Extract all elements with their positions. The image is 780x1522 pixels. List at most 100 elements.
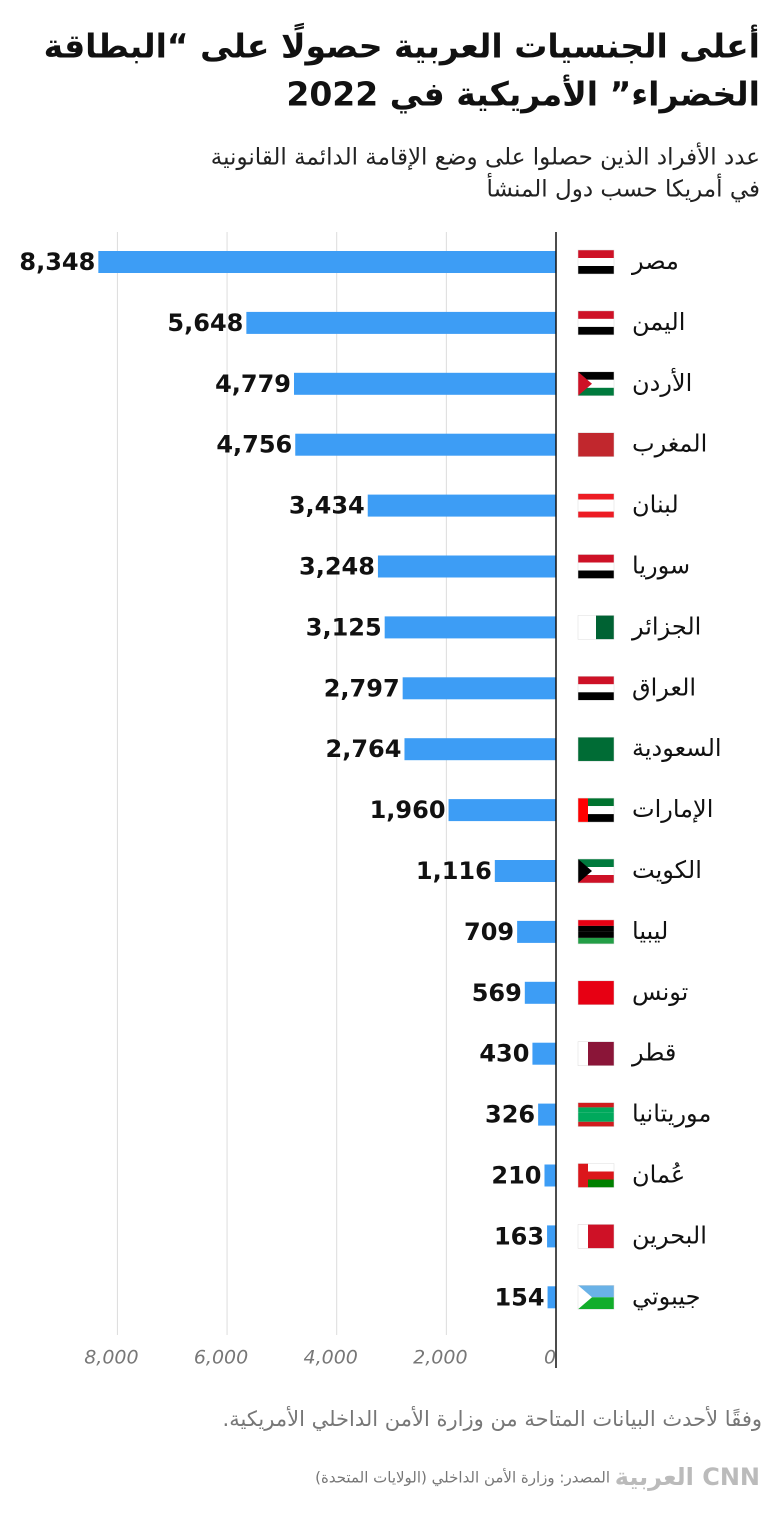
chart-subtitle: في أمريكا حسب دول المنشأ xyxy=(487,173,760,203)
flag-border xyxy=(577,1224,615,1249)
flag-stripe xyxy=(578,867,614,875)
source: المصدر: وزارة الأمن الداخلي (الولايات ال… xyxy=(315,1468,610,1488)
flag-block xyxy=(578,1041,588,1066)
flag xyxy=(577,980,615,1006)
flag-stripe xyxy=(578,326,614,335)
flag-stripe xyxy=(578,1163,614,1172)
flag-stripe xyxy=(578,1102,614,1108)
category-label: العراق xyxy=(632,673,696,701)
chart-title: الخضراء” الأمريكية في 2022 xyxy=(286,74,760,115)
value-label: 569 xyxy=(472,979,522,1007)
flag xyxy=(577,1102,615,1127)
flag-block xyxy=(578,1224,588,1249)
flag-triangle xyxy=(578,859,592,883)
flag xyxy=(577,919,615,945)
flag-border xyxy=(577,371,615,397)
flag-stripe xyxy=(578,615,596,640)
x-tick-label: 8,000 xyxy=(84,1347,138,1369)
flag-stripe xyxy=(578,511,614,518)
flag-stripe xyxy=(578,692,614,701)
value-label: 5,648 xyxy=(167,309,243,337)
flag-stripe xyxy=(578,387,614,396)
flag xyxy=(577,736,615,762)
x-tick-label: 0 xyxy=(544,1347,556,1369)
value-label: 2,797 xyxy=(324,674,400,702)
x-tick-label: 6,000 xyxy=(194,1347,248,1369)
flag-stripe xyxy=(578,1112,614,1117)
flag xyxy=(577,310,615,336)
flag-stripe xyxy=(578,919,614,926)
flag xyxy=(577,615,615,640)
flag-stripe xyxy=(578,258,614,266)
bar xyxy=(402,677,556,700)
flag-border xyxy=(577,249,615,275)
flag-stripe xyxy=(578,814,614,823)
flag xyxy=(577,249,615,275)
flag xyxy=(577,493,615,518)
flag xyxy=(577,554,615,579)
value-label: 1,116 xyxy=(416,857,492,885)
flag xyxy=(577,676,615,701)
flag-border xyxy=(577,676,615,701)
category-label: اليمن xyxy=(632,308,685,336)
value-label: 4,779 xyxy=(215,370,291,398)
bar xyxy=(295,433,556,456)
flag-stripe xyxy=(578,562,614,571)
bar xyxy=(517,920,556,943)
bar xyxy=(547,1225,556,1248)
bar xyxy=(246,311,557,334)
flag-stripe xyxy=(578,318,614,327)
category-label: الإمارات xyxy=(632,795,713,823)
category-label: الجزائر xyxy=(631,612,701,640)
bar xyxy=(404,738,556,761)
flag-stripe xyxy=(578,570,614,579)
flag-stripe xyxy=(578,1171,614,1180)
bar xyxy=(367,494,556,517)
chart-title: أعلى الجنسيات العربية حصولًا على “البطاق… xyxy=(44,22,760,66)
category-label: لبنان xyxy=(632,491,679,519)
flag-stripe xyxy=(578,980,614,1005)
flag-stripe xyxy=(578,266,614,274)
flag xyxy=(577,797,615,823)
x-tick-label: 2,000 xyxy=(413,1347,467,1369)
flag-stripe xyxy=(578,379,614,388)
footnote: وفقًا لأحدث البيانات المتاحة من وزارة ال… xyxy=(223,1406,762,1431)
flag xyxy=(577,1224,615,1249)
value-label: 154 xyxy=(494,1283,544,1311)
bar xyxy=(293,372,556,395)
value-label: 210 xyxy=(491,1162,541,1190)
flag xyxy=(577,1285,615,1310)
flag-stripe xyxy=(578,371,614,380)
flag-stripe xyxy=(578,499,614,506)
bar xyxy=(384,616,556,639)
flag xyxy=(577,858,615,884)
flag xyxy=(577,1163,615,1188)
value-label: 1,960 xyxy=(370,796,446,824)
value-label: 163 xyxy=(494,1222,544,1250)
bar xyxy=(538,1103,556,1126)
bar xyxy=(547,1286,556,1309)
x-tick-label: 4,000 xyxy=(304,1347,358,1369)
flag xyxy=(577,371,615,397)
category-label: ليبيا xyxy=(632,917,668,945)
logo: العربية CNN xyxy=(615,1463,760,1491)
category-label: الأردن xyxy=(632,368,692,397)
flag-stripe xyxy=(578,505,614,512)
category-label: السعودية xyxy=(632,734,722,762)
category-label: قطر xyxy=(631,1039,676,1067)
flag-stripe xyxy=(578,684,614,693)
flag-border xyxy=(577,1102,615,1127)
flag-border xyxy=(577,736,615,762)
category-label: الكويت xyxy=(632,856,702,884)
flag-stripe xyxy=(596,615,614,640)
flag-stripe xyxy=(578,931,614,938)
flag-stripe xyxy=(578,875,614,883)
flag-border xyxy=(577,980,615,1006)
bar xyxy=(377,555,556,578)
flag-stripe xyxy=(578,1107,614,1113)
value-label: 8,348 xyxy=(19,248,95,276)
flag-stripe xyxy=(578,798,614,807)
value-label: 3,125 xyxy=(306,613,382,641)
